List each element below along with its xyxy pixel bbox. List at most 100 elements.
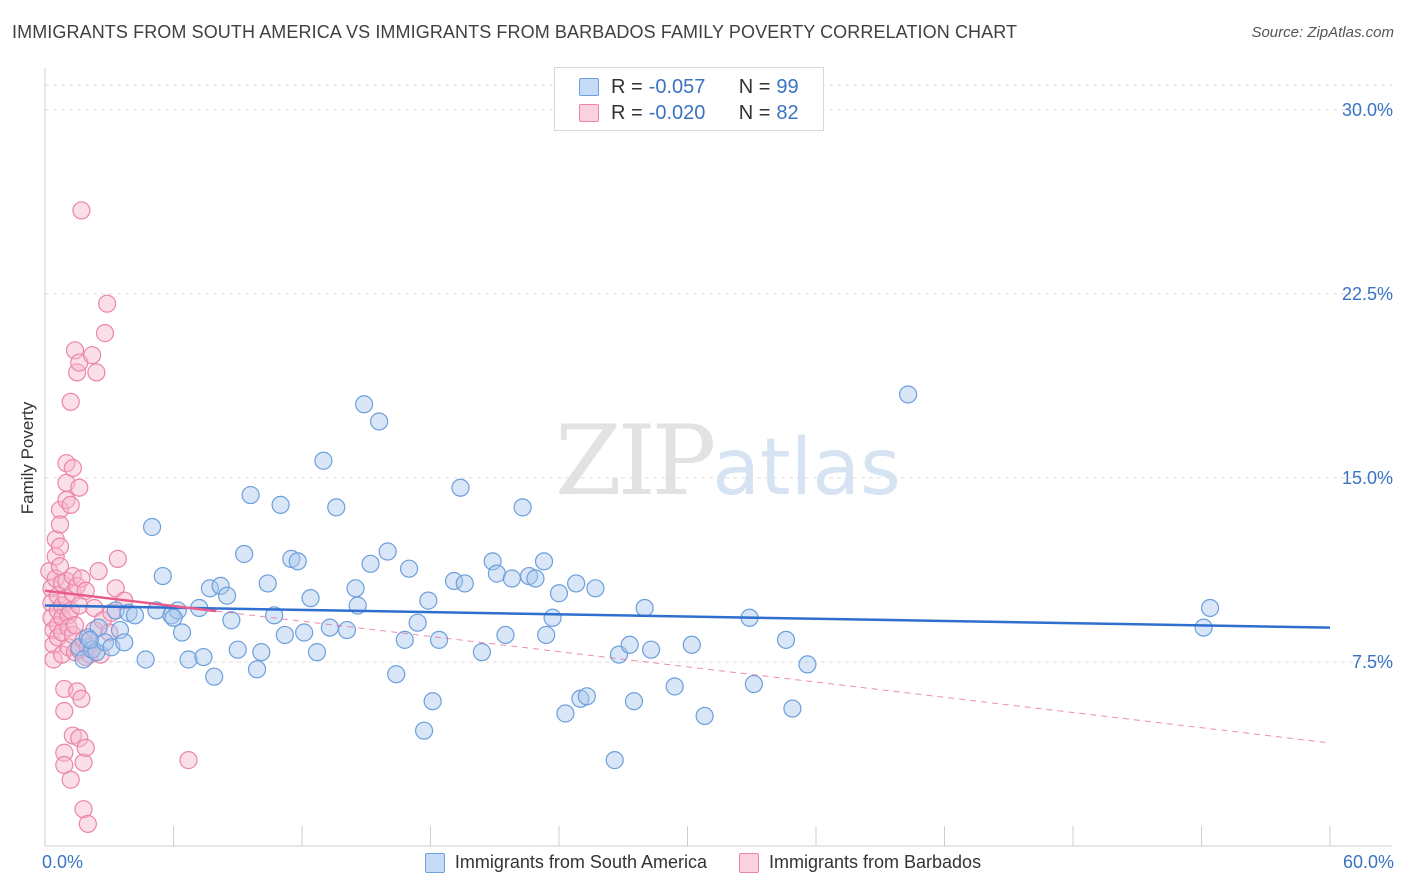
legend-row-south-america: R = -0.057 N = 99 — [579, 74, 799, 100]
south-america-point — [200, 579, 220, 598]
zipatlas-watermark: ZIPatlas — [555, 405, 901, 517]
south-america-point — [355, 395, 374, 414]
y-tick-labels: 7.5% 15.0% 22.5% 30.0% — [1342, 100, 1393, 672]
south-america-point — [125, 606, 145, 625]
barbados-point — [50, 500, 70, 519]
barbados-points — [40, 201, 198, 834]
south-america-point — [370, 412, 389, 431]
barbados-point — [61, 770, 80, 789]
south-america-point — [142, 517, 162, 537]
barbados-point — [98, 294, 117, 313]
legend-n-value: 99 — [776, 75, 799, 98]
barbados-point — [63, 458, 82, 478]
south-america-point — [320, 618, 339, 637]
south-america-point — [695, 706, 714, 726]
south-america-point — [1194, 618, 1213, 637]
south-america-point — [624, 692, 644, 711]
south-america-point — [455, 574, 474, 593]
south-america-point — [487, 564, 506, 583]
legend-label-south-america: Immigrants from South America — [454, 852, 707, 872]
legend-row-barbados: R = -0.020 N = 82 — [579, 100, 799, 126]
barbados-point — [55, 701, 74, 721]
south-america-point — [241, 485, 260, 505]
south-america-point — [776, 630, 796, 649]
y-axis-label: Family Poverty — [18, 401, 37, 515]
legend-swatch-blue — [579, 78, 599, 96]
south-america-point — [408, 613, 427, 632]
south-america-point — [502, 569, 521, 588]
south-america-point — [194, 647, 213, 667]
legend-r-value: -0.020 — [648, 101, 706, 124]
south-america-point — [179, 650, 198, 669]
barbados-point — [46, 547, 65, 566]
south-america-point — [205, 667, 224, 686]
trend-lines — [44, 589, 1331, 744]
barbados-point — [106, 579, 125, 598]
barbados-point — [76, 738, 95, 757]
south-america-trend-line — [44, 604, 1331, 629]
barbados-point — [179, 751, 198, 770]
y-tick-label: 22.5% — [1342, 284, 1393, 304]
legend-swatch-pink — [579, 104, 599, 122]
south-america-point — [217, 586, 237, 605]
south-america-point — [387, 665, 406, 684]
barbados-point — [70, 728, 89, 748]
south-america-point — [327, 498, 346, 517]
barbados-point — [44, 650, 63, 669]
legend-r-label: R = — [611, 75, 643, 98]
barbados-point — [85, 598, 104, 618]
south-america-point — [423, 692, 442, 711]
south-america-point — [543, 608, 562, 627]
south-america-point — [288, 552, 307, 571]
y-tick-label: 30.0% — [1342, 100, 1393, 120]
south-america-point — [247, 660, 267, 679]
barbados-point — [50, 537, 70, 556]
south-america-point — [635, 598, 654, 618]
south-america-point — [496, 625, 515, 645]
south-america-point — [115, 633, 134, 652]
x-tick-label-min: 0.0% — [42, 852, 84, 872]
south-america-point — [577, 687, 596, 706]
south-america-point — [395, 630, 414, 649]
south-america-point — [258, 574, 277, 593]
south-america-point — [307, 643, 327, 662]
south-america-point — [682, 635, 701, 654]
south-america-point — [586, 579, 605, 598]
south-america-point — [136, 650, 155, 669]
south-america-point — [526, 569, 545, 588]
source-credit: Source: ZipAtlas.com — [1251, 24, 1394, 41]
legend-item-south-america: Immigrants from South America — [424, 852, 707, 873]
south-america-point — [429, 630, 449, 649]
barbados-point — [61, 495, 80, 514]
south-america-point — [314, 451, 333, 470]
south-america-point — [211, 576, 230, 595]
barbados-point — [65, 616, 85, 635]
legend-item-barbados: Immigrants from Barbados — [739, 852, 981, 873]
grid-lines — [45, 84, 1392, 663]
y-tick-label: 15.0% — [1342, 468, 1393, 488]
watermark-zip: ZIP — [555, 405, 716, 517]
barbados-point — [74, 753, 93, 772]
south-america-point — [222, 611, 241, 630]
south-america-point — [301, 589, 320, 608]
south-america-point — [567, 574, 586, 593]
barbados-point — [72, 689, 91, 708]
legend-label-barbados: Immigrants from Barbados — [769, 852, 982, 872]
south-america-point — [378, 542, 397, 561]
south-america-point — [513, 498, 532, 517]
barbados-trend-line-solid — [44, 589, 217, 613]
south-america-point — [271, 495, 290, 514]
south-america-point — [444, 571, 464, 591]
y-tick-label: 7.5% — [1352, 652, 1393, 672]
south-america-points — [70, 385, 1220, 770]
south-america-point — [275, 625, 294, 645]
barbados-point — [72, 201, 91, 220]
legend-n-label: N = — [738, 75, 771, 98]
south-america-point — [556, 704, 575, 723]
south-america-point — [534, 552, 554, 571]
barbados-point — [61, 392, 80, 411]
barbados-point — [95, 324, 115, 343]
south-america-point — [80, 630, 100, 649]
series-legend: Immigrants from South America Immigrants… — [0, 852, 1406, 873]
